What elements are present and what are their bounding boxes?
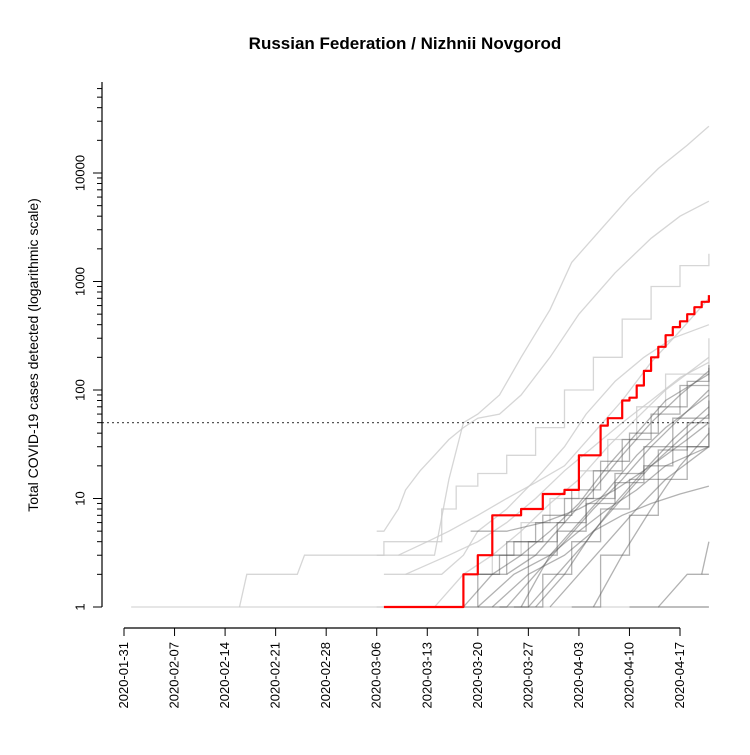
x-tick-label: 2020-03-27 — [520, 642, 535, 709]
series-line-9 — [405, 361, 710, 575]
y-tick-label: 1 — [73, 603, 88, 610]
series-line-6 — [383, 324, 710, 575]
series-line-19 — [485, 365, 710, 556]
x-tick-label: 2020-04-17 — [672, 642, 687, 709]
series-line-20 — [520, 394, 710, 608]
y-tick-label: 10 — [73, 491, 88, 505]
series-line-12 — [477, 389, 710, 608]
x-tick-label: 2020-02-21 — [268, 642, 283, 709]
series-line-27 — [629, 573, 709, 608]
series-line-18 — [506, 370, 710, 575]
series-line-29 — [701, 541, 710, 575]
background-series-group — [131, 125, 710, 608]
x-tick-label: 2020-04-03 — [571, 642, 586, 709]
series-line-17 — [527, 406, 710, 608]
series-line-22 — [571, 422, 710, 608]
chart-title: Russian Federation / Nizhnii Novgorod — [249, 34, 562, 53]
x-tick-label: 2020-01-31 — [116, 642, 131, 709]
series-line-13 — [470, 427, 710, 575]
y-tick-label: 100 — [73, 379, 88, 401]
x-tick-label: 2020-02-14 — [217, 642, 232, 709]
series-line-5 — [398, 297, 710, 556]
highlight-series-group — [383, 295, 711, 609]
series-line-25 — [499, 385, 710, 608]
series-line-24 — [592, 432, 710, 608]
x-tick-label: 2020-02-28 — [318, 642, 333, 709]
highlight-series-line — [383, 295, 711, 609]
series-line-4 — [376, 253, 710, 556]
x-tick-label: 2020-03-13 — [419, 642, 434, 709]
y-axis-title: Total COVID-19 cases detected (logarithm… — [25, 198, 41, 512]
series-line-16 — [513, 400, 710, 608]
series-line-14 — [477, 446, 710, 608]
series-line-23 — [535, 413, 710, 608]
x-tick-label: 2020-03-06 — [369, 642, 384, 709]
series-line-15 — [491, 485, 710, 608]
axes-group: 1 10 100 1000 10000 2020-01-31 2020-02-07 2020-… — [73, 82, 687, 709]
y-tick-label: 1000 — [73, 267, 88, 296]
series-line-2 — [238, 125, 710, 608]
series-line-10 — [456, 367, 710, 608]
series-line-26 — [470, 422, 710, 532]
series-line-3 — [376, 200, 710, 532]
series-line-21 — [549, 446, 710, 608]
x-tick-label: 2020-02-07 — [167, 642, 182, 709]
series-line-11 — [462, 373, 710, 608]
y-tick-label: 10000 — [73, 155, 88, 191]
x-tick-label: 2020-03-20 — [470, 642, 485, 709]
x-tick-label: 2020-04-10 — [622, 642, 637, 709]
